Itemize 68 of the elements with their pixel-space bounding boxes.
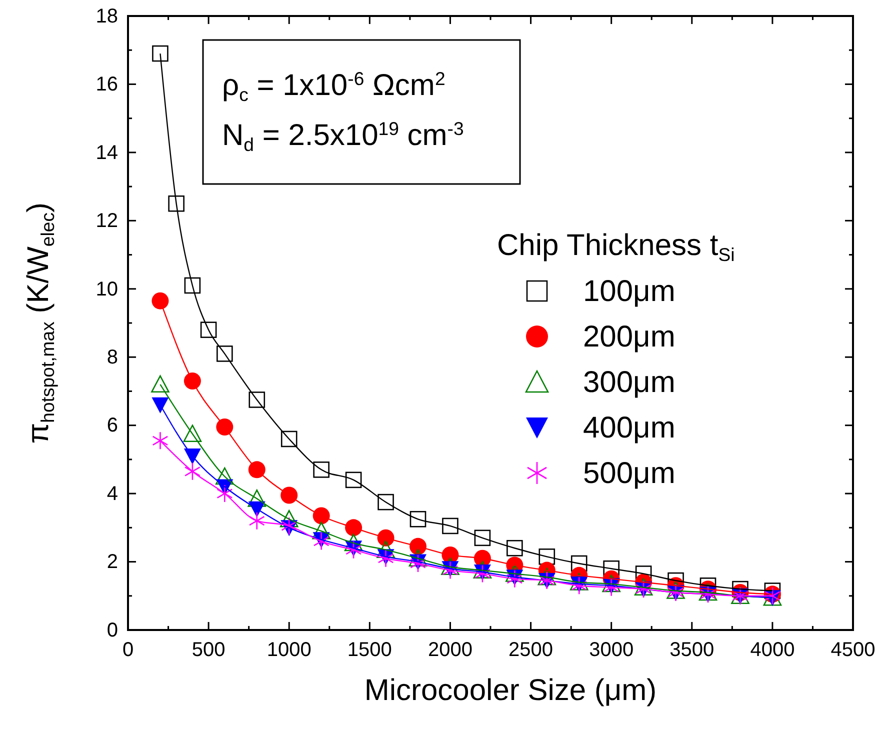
point <box>216 484 233 503</box>
y-tick-label: 8 <box>106 346 118 369</box>
point <box>152 45 168 62</box>
point <box>184 372 201 390</box>
legend-label: 500μm <box>583 457 676 490</box>
point <box>216 346 233 362</box>
point <box>184 462 200 481</box>
point <box>474 530 491 546</box>
y-tick-label: 18 <box>96 5 118 28</box>
x-tick-label: 3500 <box>670 639 714 662</box>
point <box>216 467 234 485</box>
legend-label: 400μm <box>583 412 676 444</box>
point <box>183 424 202 442</box>
x-tick-label: 4000 <box>750 639 795 662</box>
x-tick-label: 1500 <box>347 639 392 662</box>
y-tick-label: 0 <box>106 619 118 642</box>
y-tick-label: 12 <box>96 210 118 232</box>
legend-label: 300μm <box>583 366 676 399</box>
point <box>538 568 556 586</box>
point <box>280 486 298 504</box>
y-tick-label: 16 <box>96 74 118 96</box>
x-tick-label: 1000 <box>266 639 312 662</box>
point <box>248 490 266 507</box>
point <box>345 519 362 536</box>
x-axis-title: Microcooler Size (μm) <box>364 674 657 707</box>
y-tick-label: 6 <box>106 414 118 437</box>
point <box>281 516 298 536</box>
legend-title: Chip Thickness t$_{Si}$ <box>497 229 735 265</box>
legend-label: 100μm <box>583 275 676 308</box>
x-tick-label: 2500 <box>508 639 554 662</box>
point <box>602 574 620 592</box>
point <box>473 561 492 578</box>
point <box>248 461 266 478</box>
x-tick-label: 2000 <box>428 639 472 662</box>
x-tick-label: 0 <box>122 639 134 662</box>
point <box>168 195 184 212</box>
x-tick-label: 4500 <box>830 639 875 662</box>
point <box>313 462 330 478</box>
y-tick-label: 4 <box>106 482 118 505</box>
point <box>570 555 588 572</box>
y-tick-label: 14 <box>96 142 118 164</box>
point <box>410 510 426 528</box>
point <box>442 518 458 534</box>
point <box>538 548 556 565</box>
point <box>506 540 523 556</box>
x-tick-label: 3000 <box>589 639 634 662</box>
point <box>248 512 265 530</box>
point <box>280 430 298 448</box>
annotation: ρ$_{c}$ = 1x10$^{-6}$ Ωcm$^{2}$ <box>222 68 446 105</box>
y-tick-label: 10 <box>96 278 118 300</box>
point <box>344 534 363 552</box>
point <box>378 494 394 510</box>
legend-label: 200μm <box>583 320 676 354</box>
x-tick-label: 500 <box>192 639 226 662</box>
point <box>248 392 266 408</box>
point <box>152 292 169 310</box>
annotation: N$_{d}$ = 2.5x10$^{19}$ cm$^{-3}$ <box>222 118 464 155</box>
point <box>603 560 620 577</box>
point <box>152 432 168 450</box>
point <box>666 582 685 599</box>
point <box>151 375 170 393</box>
point <box>216 418 234 436</box>
point <box>184 277 201 294</box>
point <box>152 397 169 414</box>
point <box>345 472 362 488</box>
y-tick-label: 2 <box>106 551 118 574</box>
point <box>441 558 460 576</box>
point <box>200 322 217 338</box>
